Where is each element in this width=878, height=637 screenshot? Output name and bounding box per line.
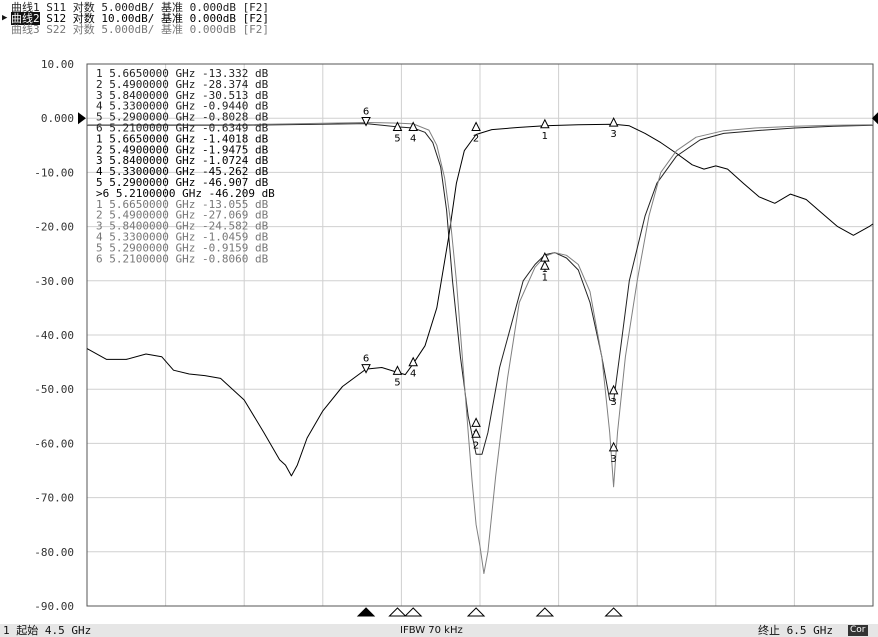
marker-table-row[interactable]: 5 5.2900000 GHz -0.9159 dB <box>96 241 269 254</box>
marker-triangle-icon[interactable] <box>408 121 418 131</box>
marker-table-row[interactable]: 2 5.4900000 GHz -27.069 dB <box>96 209 269 222</box>
marker-table-row[interactable]: 3 5.8400000 GHz -1.0724 dB <box>96 154 269 167</box>
marker-axis-icon[interactable] <box>388 607 407 617</box>
marker-triangle-icon[interactable] <box>361 364 371 374</box>
marker-triangle-icon[interactable] <box>392 365 403 375</box>
status-bar: 1 起始 4.5 GHz IFBW 70 kHz 终止 6.5 GHz Cor <box>0 624 878 637</box>
reference-right-arrow-icon[interactable] <box>872 112 878 125</box>
y-tick-label: -50.00 <box>34 383 74 396</box>
marker-label: 2 <box>473 133 479 144</box>
marker-table-row[interactable]: 6 5.2100000 GHz -0.8060 dB <box>96 252 269 265</box>
trace1-title[interactable]: 曲线1 S11 对数 5.000dB/ 基准 0.000dB [F2] <box>11 1 270 14</box>
marker-table-row[interactable]: 1 5.6650000 GHz -13.332 dB <box>96 67 269 80</box>
marker-triangle-icon[interactable] <box>608 441 619 452</box>
y-tick-label: 10.00 <box>41 58 74 71</box>
y-tick-label: -90.00 <box>34 600 74 613</box>
marker-label: 1 <box>542 272 548 283</box>
marker-triangle-icon[interactable] <box>392 121 403 131</box>
marker-label: 6 <box>363 106 369 117</box>
y-tick-label: -10.00 <box>34 166 74 179</box>
correction-badge[interactable]: Cor <box>848 625 868 636</box>
series-line-s11 <box>87 123 874 455</box>
marker-table-row[interactable]: 3 5.8400000 GHz -24.582 dB <box>96 220 269 233</box>
series-line-s12 <box>86 123 874 477</box>
marker-table-row[interactable]: 4 5.3300000 GHz -45.262 dB <box>96 165 269 178</box>
y-tick-label: -40.00 <box>34 329 74 342</box>
marker-table-row[interactable]: 4 5.3300000 GHz -1.0459 dB <box>96 231 269 244</box>
active-marker-axis-icon[interactable] <box>356 607 376 617</box>
marker-table-row[interactable]: 5 5.2900000 GHz -0.8028 dB <box>96 111 269 124</box>
marker-triangle-icon[interactable] <box>540 260 550 270</box>
marker-table-row[interactable]: >6 5.2100000 GHz -46.209 dB <box>96 187 275 200</box>
marker-label: 5 <box>394 133 400 144</box>
marker-triangle-icon[interactable] <box>408 356 418 367</box>
trace2-title-rest: S12 对数 10.00dB/ 基准 0.000dB [F2] <box>39 12 270 25</box>
y-tick-label: -60.00 <box>34 437 74 450</box>
marker-table-row[interactable]: 3 5.8400000 GHz -30.513 dB <box>96 89 269 102</box>
active-trace-arrow-icon: ▶ <box>2 13 8 23</box>
series-line-s22 <box>87 122 874 574</box>
sweep-start-label[interactable]: 1 起始 4.5 GHz <box>3 624 92 637</box>
marker-axis-icon[interactable] <box>604 607 623 617</box>
y-tick-label: -70.00 <box>34 492 74 505</box>
trace2-title-label: 曲线2 <box>11 12 40 25</box>
marker-axis-icon[interactable] <box>403 607 423 617</box>
marker-triangle-icon[interactable] <box>471 417 481 427</box>
marker-label: 5 <box>394 377 400 388</box>
marker-table-row[interactable]: 5 5.2900000 GHz -46.907 dB <box>96 176 269 189</box>
marker-label: 4 <box>410 369 416 380</box>
marker-triangle-icon[interactable] <box>471 428 481 438</box>
marker-axis-icon[interactable] <box>535 607 555 617</box>
marker-triangle-icon[interactable] <box>608 384 619 395</box>
ifbw-label[interactable]: IFBW 70 kHz <box>400 625 463 636</box>
marker-label: 6 <box>363 354 369 365</box>
marker-triangle-icon[interactable] <box>471 121 481 131</box>
y-tick-label: -80.00 <box>34 546 74 559</box>
marker-table-row[interactable]: 4 5.3300000 GHz -0.9440 dB <box>96 100 269 113</box>
marker-axis-icon[interactable] <box>466 607 486 617</box>
vna-plot[interactable]: 10.00 0.000 -10.00 -20.00 -30.00 -40.00 -50.00… <box>0 0 878 624</box>
marker-table-row[interactable]: 2 5.4900000 GHz -1.9475 dB <box>96 143 269 156</box>
marker-label: 3 <box>610 454 616 465</box>
marker-label: 3 <box>610 129 616 140</box>
plot-frame <box>86 63 874 607</box>
marker-table-row[interactable]: 1 5.6650000 GHz -13.055 dB <box>96 198 269 211</box>
marker-label: 2 <box>473 440 479 451</box>
sweep-stop-label[interactable]: 终止 6.5 GHz <box>758 624 833 637</box>
y-tick-label: -30.00 <box>34 275 74 288</box>
trace3-title[interactable]: 曲线3 S22 对数 5.000dB/ 基准 0.000dB [F2] <box>11 23 270 36</box>
marker-triangle-icon[interactable] <box>608 117 619 127</box>
marker-triangle-icon[interactable] <box>361 116 371 127</box>
reference-left-arrow-icon[interactable] <box>78 112 86 125</box>
y-tick-label: 0.000 <box>41 112 74 125</box>
marker-label: 4 <box>410 133 416 144</box>
y-tick-label: -20.00 <box>34 221 74 234</box>
marker-triangle-icon[interactable] <box>540 118 550 129</box>
marker-table-row[interactable]: 1 5.6650000 GHz -1.4018 dB <box>96 132 269 145</box>
trace2-title[interactable]: 曲线2 S12 对数 10.00dB/ 基准 0.000dB [F2] <box>11 12 270 25</box>
marker-table-row[interactable]: 6 5.2100000 GHz -0.6349 dB <box>96 122 269 135</box>
marker-table-row[interactable]: 2 5.4900000 GHz -28.374 dB <box>96 78 269 91</box>
marker-label: 1 <box>542 131 548 142</box>
marker-label: 3 <box>610 397 616 408</box>
